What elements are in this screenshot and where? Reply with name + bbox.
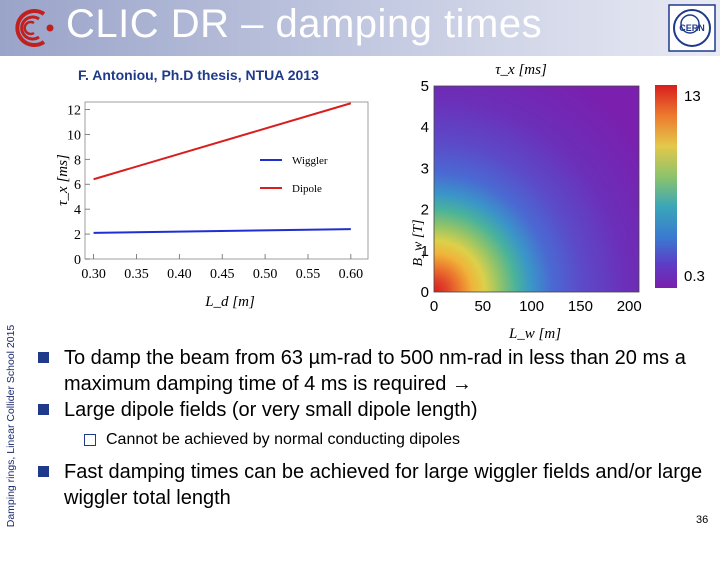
x-axis-label: L_d [m] bbox=[204, 294, 255, 310]
heatmap-y-tick-label: 0 bbox=[421, 284, 429, 301]
cern-logo-icon: CERN bbox=[668, 4, 716, 52]
y-tick-label: 6 bbox=[74, 178, 81, 193]
heatmap-x-tick-label: 100 bbox=[519, 298, 544, 315]
heatmap-x-tick-label: 50 bbox=[474, 298, 491, 315]
legend-label-dipole: Dipole bbox=[292, 183, 322, 195]
heatmap-x-tick-label: 150 bbox=[568, 298, 593, 315]
svg-text:CERN: CERN bbox=[679, 23, 705, 33]
x-tick-label: 0.60 bbox=[339, 267, 364, 282]
damping-time-heatmap: τ_x [ms] 0 1 2 3 4 5 0 50 100 150 200 B_w [T] L_w… bbox=[411, 62, 705, 342]
heatmap-y-axis-label: B_w [T] bbox=[411, 219, 426, 266]
x-tick-label: 0.55 bbox=[296, 267, 321, 282]
heatmap-y-tick-label: 2 bbox=[421, 202, 429, 219]
colorbar bbox=[655, 85, 677, 288]
y-tick-label: 12 bbox=[67, 103, 81, 118]
bullet-item: To damp the beam from 63 µm-rad to 500 n… bbox=[38, 345, 708, 397]
heatmap-y-tick-label: 4 bbox=[421, 119, 429, 136]
clic-logo-icon bbox=[15, 9, 54, 47]
y-axis-label: τ_x [ms] bbox=[55, 154, 71, 206]
bullet-square-icon bbox=[38, 404, 49, 415]
legend-label-wiggler: Wiggler bbox=[292, 155, 328, 167]
plot-frame bbox=[84, 101, 369, 260]
y-tick-label: 8 bbox=[74, 153, 81, 168]
bullet-text: Large dipole fields (or very small dipol… bbox=[64, 399, 478, 421]
citation: F. Antoniou, Ph.D thesis, NTUA 2013 bbox=[78, 67, 319, 83]
series-line-dipole bbox=[93, 102, 352, 181]
series-line-wiggler bbox=[93, 228, 351, 234]
bullet-text: Fast damping times can be achieved for l… bbox=[64, 461, 703, 509]
page-number: 36 bbox=[696, 514, 709, 526]
x-tick-label: 0.50 bbox=[253, 267, 278, 282]
heatmap-title: τ_x [ms] bbox=[495, 62, 547, 78]
y-tick-label: 4 bbox=[74, 203, 81, 218]
heatmap-x-tick-label: 0 bbox=[430, 298, 438, 315]
sub-bullet-item: Cannot be achieved by normal conducting … bbox=[38, 429, 708, 451]
bullet-item: Large dipole fields (or very small dipol… bbox=[38, 397, 708, 423]
x-tick-label: 0.45 bbox=[210, 267, 235, 282]
heatmap-x-tick-label: 200 bbox=[617, 298, 642, 315]
x-tick-label: 0.40 bbox=[167, 267, 192, 282]
colorbar-max-label: 13 bbox=[684, 88, 701, 105]
heatmap-x-axis-label: L_w [m] bbox=[508, 326, 561, 342]
x-tick-label: 0.30 bbox=[81, 267, 106, 282]
bullet-square-icon bbox=[38, 352, 49, 363]
bullet-item: Fast damping times can be achieved for l… bbox=[38, 459, 708, 511]
sub-bullet-text: Cannot be achieved by normal conducting … bbox=[106, 431, 461, 448]
y-tick-label: 10 bbox=[67, 128, 81, 143]
hollow-square-icon bbox=[84, 434, 96, 446]
page-title: CLIC DR – damping times bbox=[66, 2, 543, 46]
heatmap-plot-area bbox=[433, 85, 640, 293]
x-tick-label: 0.35 bbox=[124, 267, 149, 282]
legend: Wiggler Dipole bbox=[260, 155, 328, 195]
colorbar-min-label: 0.3 bbox=[684, 268, 705, 285]
heatmap-y-tick-label: 3 bbox=[421, 160, 429, 177]
bullet-list: To damp the beam from 63 µm-rad to 500 n… bbox=[38, 345, 708, 511]
y-tick-label: 2 bbox=[74, 228, 81, 243]
y-tick-label: 0 bbox=[74, 253, 81, 268]
bullet-square-icon bbox=[38, 466, 49, 477]
title-band: CLIC DR – damping times CERN bbox=[0, 0, 720, 56]
sidebar-caption: Damping rings, Linear Collider School 20… bbox=[5, 324, 17, 528]
bullet-text: To damp the beam from 63 µm-rad to 500 n… bbox=[64, 347, 686, 395]
heatmap-y-tick-label: 1 bbox=[421, 243, 429, 260]
heatmap-y-tick-label: 5 bbox=[421, 78, 429, 95]
damping-time-vs-dipole-length-chart: 0 2 4 6 8 10 12 0.30 0.35 0.40 0.45 0.50 0.55 0.60 W… bbox=[55, 101, 369, 310]
